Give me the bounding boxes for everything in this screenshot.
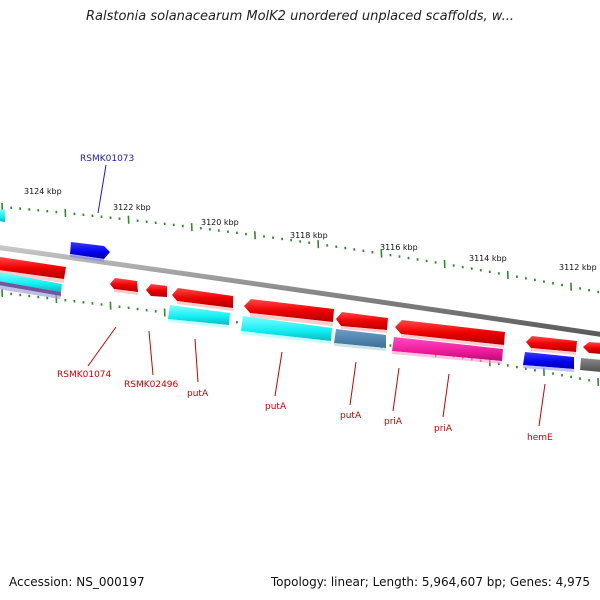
scale-label: 3124 kbp xyxy=(24,187,62,196)
gene-label[interactable]: priA xyxy=(384,417,403,427)
gene-left-cyan-lane2[interactable] xyxy=(0,272,62,299)
gene-pria-1[interactable] xyxy=(395,320,505,348)
scale-label: 3122 kbp xyxy=(113,203,151,212)
scale-label: 3116 kbp xyxy=(380,243,418,252)
gene-label[interactable]: hemE xyxy=(527,433,553,443)
scale-label: 3114 kbp xyxy=(469,254,507,263)
gene-puta-3[interactable] xyxy=(336,312,388,333)
gene-rsmk02496[interactable] xyxy=(146,284,167,297)
scale-label: 3112 kbp xyxy=(559,263,597,272)
gene-pria-pink[interactable] xyxy=(392,337,503,364)
gene-label[interactable]: putA xyxy=(265,402,287,412)
gene-rsmk01073[interactable] xyxy=(70,242,110,262)
gene-right-partial-gray[interactable] xyxy=(580,358,600,372)
genome-backbone xyxy=(0,245,600,337)
gene-left-partial-cyan[interactable] xyxy=(0,209,5,222)
topology-text: Topology: linear; Length: 5,964,607 bp; … xyxy=(270,575,590,589)
gene-puta-2[interactable] xyxy=(244,299,334,326)
gene-puta-1[interactable] xyxy=(172,288,233,311)
gene-puta-cyan-2[interactable] xyxy=(241,316,332,344)
gene-label[interactable]: RSMK02496 xyxy=(124,380,179,390)
gene-hemE-red[interactable] xyxy=(526,336,577,355)
gene-left-red[interactable] xyxy=(0,257,66,283)
accession-text: Accession: NS_000197 xyxy=(9,575,145,589)
gene-label[interactable]: priA xyxy=(434,424,453,434)
gene-label[interactable]: putA xyxy=(187,389,209,399)
scale-label: 3118 kbp xyxy=(290,231,328,240)
gene-puta-cyan-1[interactable] xyxy=(168,305,230,328)
gene-label[interactable]: RSMK01073 xyxy=(80,154,134,164)
map-title: Ralstonia solanacearum MolK2 unordered u… xyxy=(85,9,514,24)
gene-hemE-blue[interactable] xyxy=(523,352,574,372)
scale-label: 3120 kbp xyxy=(201,218,239,227)
gene-right-partial-red[interactable] xyxy=(583,342,600,354)
scale-ticks-top xyxy=(1,202,600,294)
gene-label[interactable]: RSMK01074 xyxy=(57,370,112,380)
label-leaders xyxy=(87,164,546,427)
gene-rsmk01074[interactable] xyxy=(110,278,138,295)
gene-puta-steel[interactable] xyxy=(334,329,386,351)
gene-label[interactable]: putA xyxy=(340,411,362,421)
